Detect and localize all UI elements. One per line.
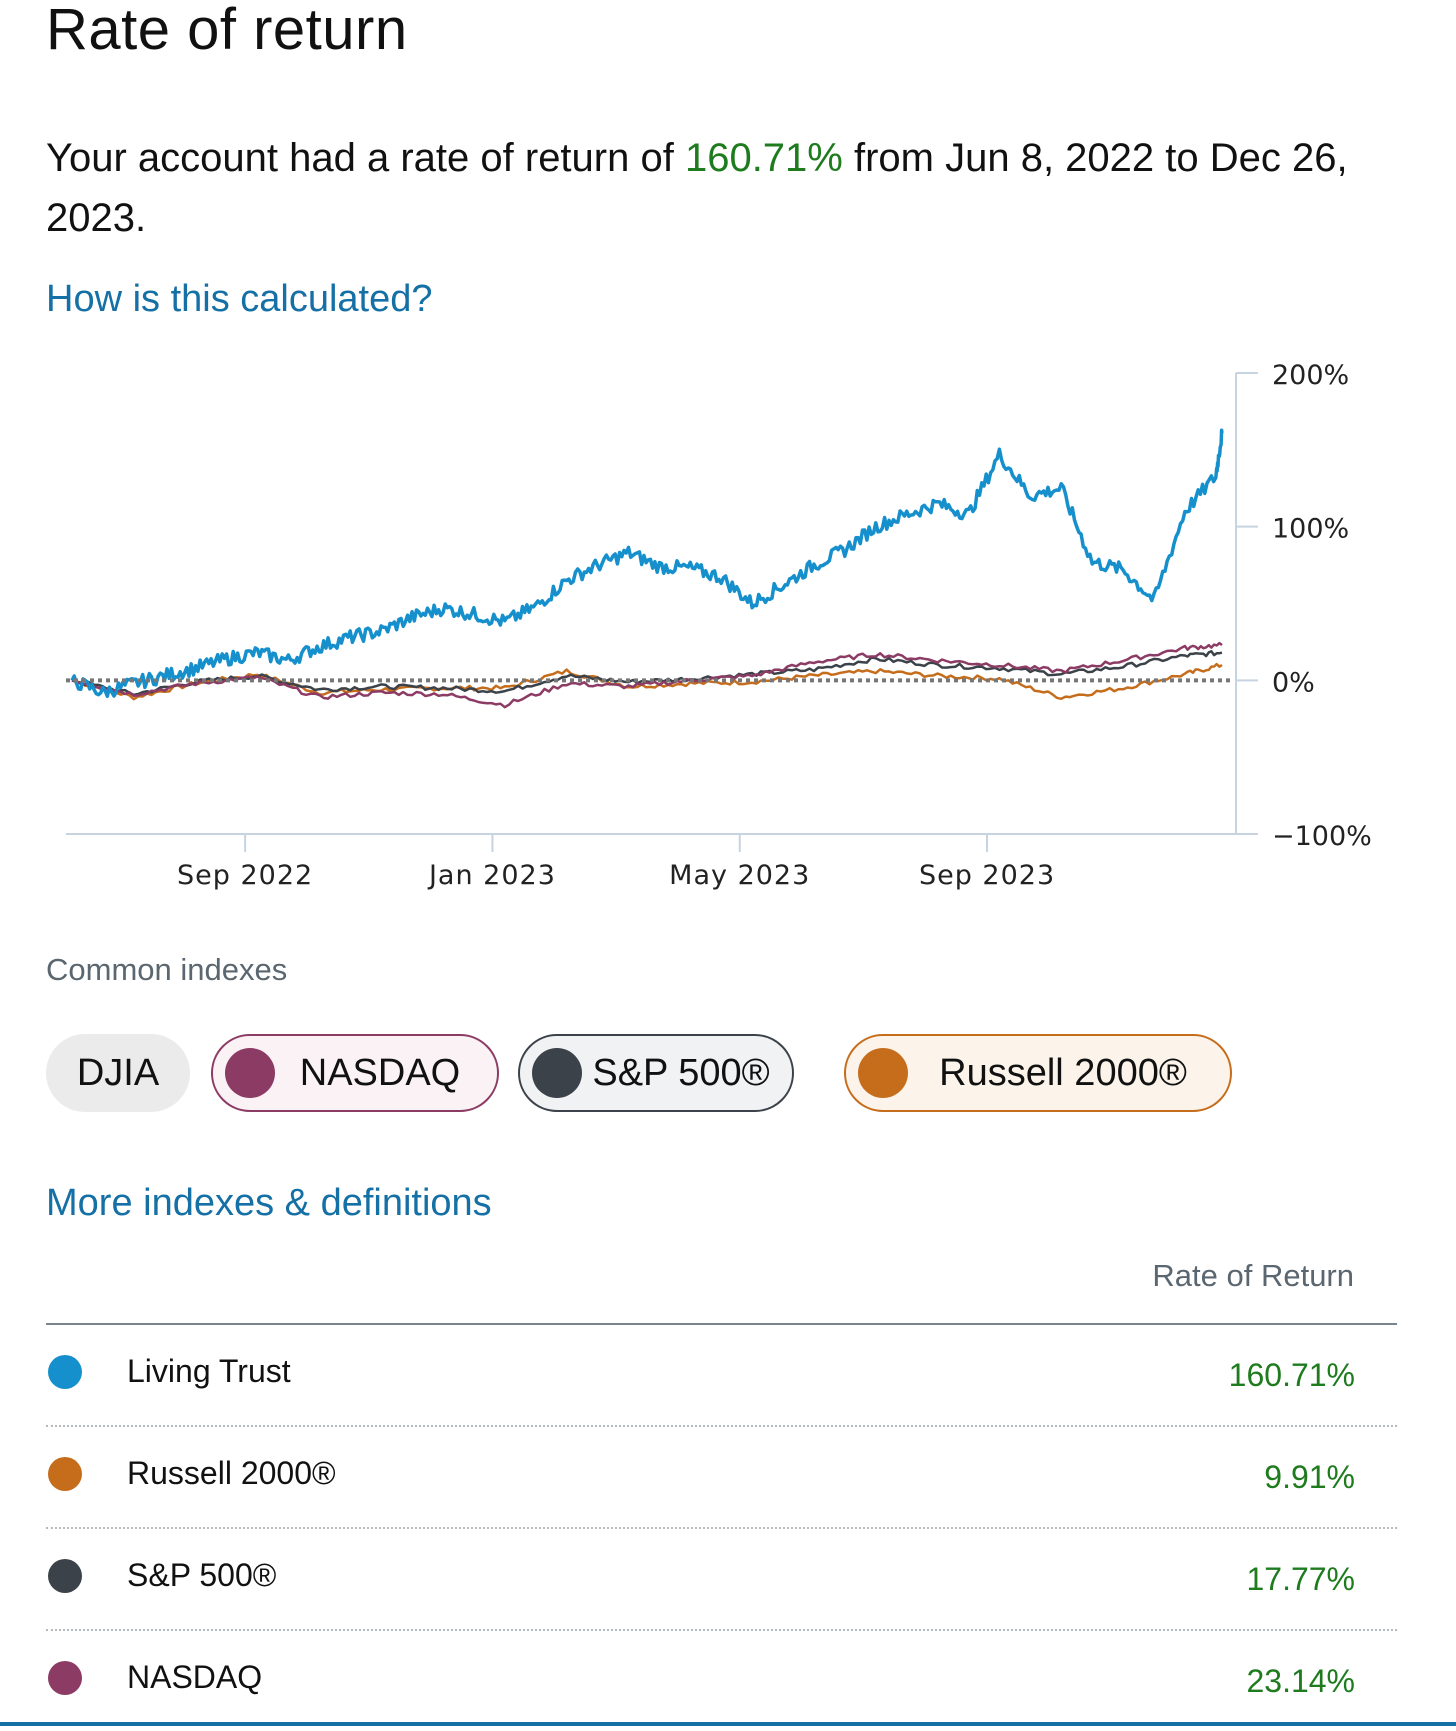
row-name: S&P 500® [127, 1557, 277, 1593]
summary-rate: 160.71% [684, 136, 843, 180]
table-row: Russell 2000® 9.91% [46, 1427, 1397, 1529]
summary-suffix: from Jun 8, 2022 to Dec 26, 2023. [46, 136, 1348, 240]
russell-dot-icon [48, 1457, 82, 1491]
rate-of-return-column-header: Rate of Return [1152, 1258, 1354, 1293]
chip-nasdaq[interactable]: NASDAQ [211, 1034, 499, 1112]
rate-summary: Your account had a rate of return of 160… [46, 128, 1386, 248]
common-indexes-label: Common indexes [46, 952, 288, 987]
table-row: Living Trust 160.71% [46, 1325, 1397, 1427]
x-tick-label: Jan 2023 [427, 860, 556, 891]
russell-dot-icon [858, 1048, 908, 1098]
x-tick-label: Sep 2023 [919, 860, 1055, 891]
nasdaq-dot-icon [225, 1048, 275, 1098]
bottom-accent-bar [0, 1722, 1456, 1726]
sp500-dot-icon [48, 1559, 82, 1593]
chip-russell2000[interactable]: Russell 2000® [844, 1034, 1232, 1112]
y-tick-label: 100% [1272, 514, 1349, 545]
table-row: NASDAQ 23.14% [46, 1631, 1397, 1731]
chip-russell2000-label: Russell 2000® [939, 1051, 1187, 1094]
y-tick-label: −100% [1272, 821, 1372, 852]
returns-table: Living Trust 160.71% Russell 2000® 9.91%… [46, 1323, 1397, 1731]
row-name: Russell 2000® [127, 1455, 336, 1491]
table-row: S&P 500® 17.77% [46, 1529, 1397, 1631]
how-calculated-link[interactable]: How is this calculated? [46, 278, 433, 320]
chip-sp500[interactable]: S&P 500® [518, 1034, 794, 1112]
sp500-dot-icon [532, 1048, 582, 1098]
page-title: Rate of return [46, 0, 408, 62]
nasdaq-dot-icon [48, 1661, 82, 1695]
chip-djia[interactable]: DJIA [46, 1034, 190, 1112]
row-value: 9.91% [1264, 1459, 1355, 1495]
series-living-trust [70, 428, 1224, 699]
x-tick-label: May 2023 [669, 860, 810, 891]
row-name: Living Trust [127, 1353, 291, 1389]
chip-sp500-label: S&P 500® [592, 1051, 770, 1094]
living-trust-dot-icon [48, 1355, 82, 1389]
row-name: NASDAQ [127, 1659, 263, 1695]
summary-prefix: Your account had a rate of return of [46, 136, 685, 180]
row-value: 160.71% [1228, 1357, 1355, 1393]
rate-of-return-chart: 200% 100% 0% −100% Sep 2022 Jan 2023 May 2023 S… [66, 360, 1372, 891]
chip-nasdaq-label: NASDAQ [299, 1051, 461, 1094]
row-value: 17.77% [1246, 1561, 1355, 1597]
y-tick-label: 0% [1272, 667, 1315, 698]
more-indexes-link[interactable]: More indexes & definitions [46, 1182, 492, 1224]
y-tick-label: 200% [1272, 360, 1349, 391]
x-tick-label: Sep 2022 [177, 860, 313, 891]
chip-djia-label: DJIA [76, 1051, 160, 1094]
row-value: 23.14% [1246, 1663, 1355, 1699]
